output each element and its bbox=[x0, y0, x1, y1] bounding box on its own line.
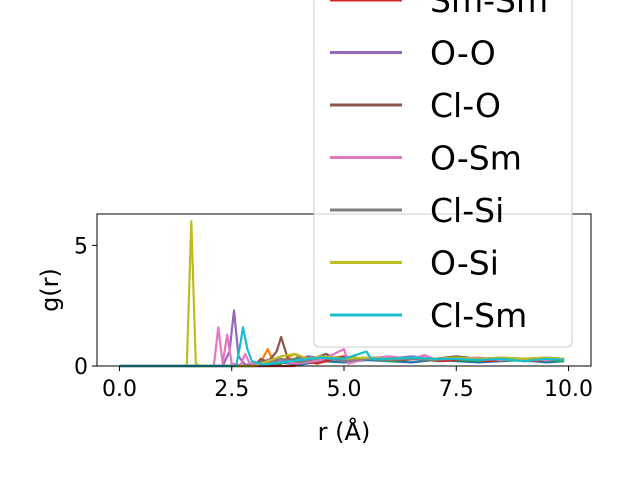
legend-label-cl-o: Cl-O bbox=[430, 86, 501, 125]
x-tick-label: 0.0 bbox=[102, 377, 137, 402]
y-tick-label: 0 bbox=[74, 355, 88, 380]
series-lines bbox=[119, 220, 565, 368]
y-axis-title: g(r) bbox=[36, 268, 64, 312]
legend: Sm-Sm O-O Cl-O O-Sm Cl-Si O-Si Cl-Sm bbox=[313, 0, 573, 348]
legend-label-o-sm: O-Sm bbox=[430, 139, 522, 178]
series-line-cl-sm bbox=[119, 326, 565, 368]
legend-label-cl-sm: Cl-Sm bbox=[430, 296, 527, 335]
x-axis: 0.0 2.5 5.0 7.5 10.0 bbox=[102, 366, 593, 402]
y-axis: 05 bbox=[74, 234, 97, 380]
y-tick-label: 5 bbox=[74, 234, 88, 259]
legend-label-o-si: O-Si bbox=[430, 244, 499, 283]
legend-label-o-o: O-O bbox=[430, 34, 496, 73]
x-tick-label: 2.5 bbox=[214, 377, 249, 402]
x-axis-title: r (Å) bbox=[318, 417, 371, 446]
legend-label-cl-si: Cl-Si bbox=[430, 191, 504, 230]
x-tick-label: 10.0 bbox=[544, 377, 593, 402]
x-tick-label: 5.0 bbox=[327, 377, 362, 402]
x-tick-label: 7.5 bbox=[439, 377, 474, 402]
legend-label-sm-sm: Sm-Sm bbox=[430, 0, 548, 20]
legend-box bbox=[313, 0, 573, 348]
